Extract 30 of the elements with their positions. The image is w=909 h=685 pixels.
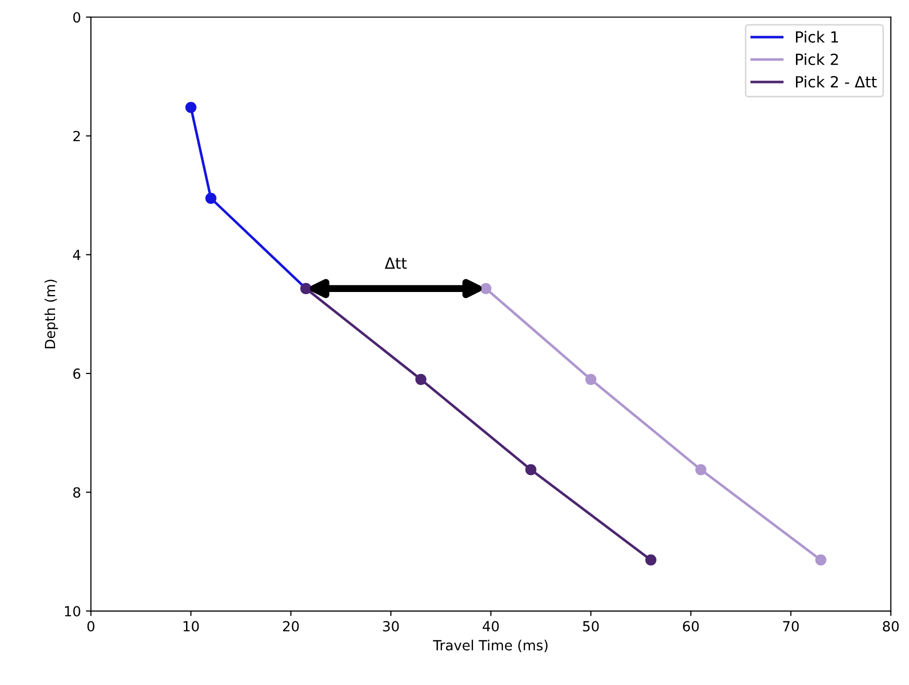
annotation: Δtt: [384, 258, 407, 269]
legend-label: Pick 1: [796, 30, 838, 43]
point: [415, 374, 426, 385]
x-tick-label: 10: [184, 620, 199, 632]
legend-label: Pick 2 - Δtt: [796, 76, 877, 88]
x-tick-label: 50: [583, 620, 599, 632]
y-tick-label: 2: [73, 130, 80, 142]
y-tick-label: 0: [73, 12, 80, 23]
x-tick-label: 70: [783, 620, 799, 632]
point: [205, 192, 216, 204]
point: [525, 464, 536, 476]
point: [480, 282, 492, 294]
x-tick-label: 40: [482, 620, 499, 632]
legend-label: Pick 2: [796, 53, 838, 66]
point: [185, 102, 196, 113]
y-tick-label: 4: [73, 250, 80, 260]
x-tick-label: 60: [682, 620, 699, 632]
x-tick-label: 20: [283, 620, 299, 632]
point: [695, 464, 706, 476]
point: [815, 554, 826, 566]
x-tick-label: 80: [882, 620, 899, 632]
y-tick-label: 8: [73, 487, 80, 498]
x-axis-title: Travel Time (ms): [432, 640, 548, 652]
x-tick-label: 0: [87, 620, 94, 632]
y-axis-title: Depth (m): [44, 280, 58, 348]
y-tick-label: 6: [73, 368, 80, 379]
y-tick-label: 10: [65, 606, 80, 616]
point: [645, 554, 656, 566]
point: [585, 374, 596, 385]
x-tick-label: 30: [383, 620, 399, 632]
